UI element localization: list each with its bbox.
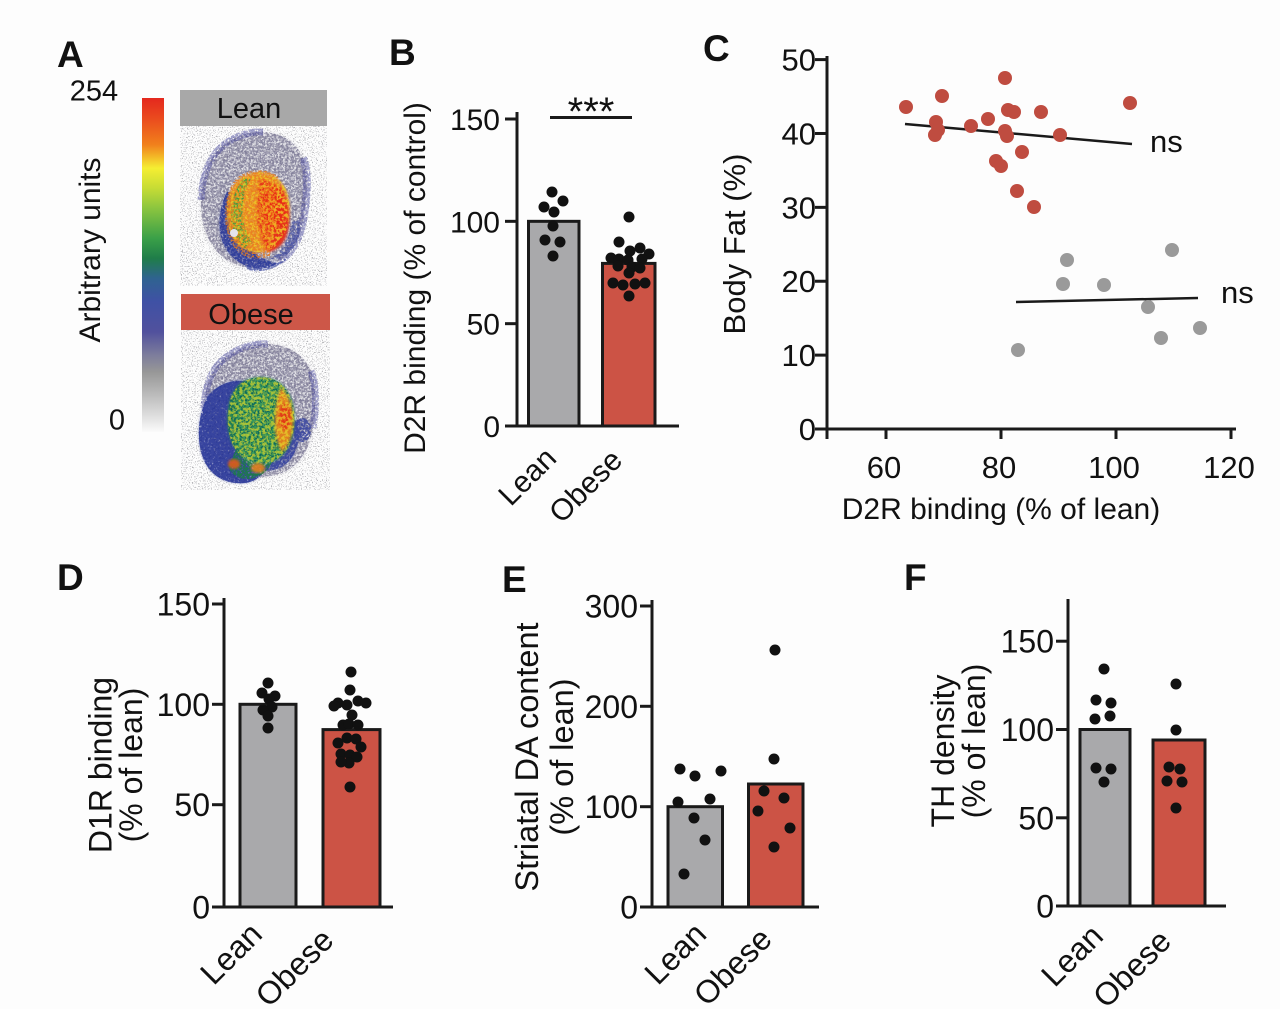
svg-text:150: 150 (157, 587, 210, 623)
svg-text:50: 50 (174, 787, 210, 823)
svg-text:B: B (389, 32, 416, 73)
svg-text:***: *** (568, 90, 615, 134)
svg-text:Striatal DA content: Striatal DA content (509, 622, 545, 891)
svg-text:A: A (57, 34, 84, 75)
svg-text:0: 0 (799, 412, 816, 447)
svg-text:100: 100 (1001, 712, 1054, 748)
svg-text:0: 0 (483, 411, 500, 444)
svg-text:300: 300 (585, 589, 638, 625)
svg-text:50: 50 (782, 43, 816, 78)
svg-text:Obese: Obese (208, 299, 293, 331)
svg-text:F: F (904, 557, 927, 598)
svg-text:0: 0 (192, 890, 210, 926)
svg-text:80: 80 (982, 450, 1016, 485)
svg-text:150: 150 (450, 104, 500, 137)
svg-text:ns: ns (1150, 124, 1183, 159)
svg-text:40: 40 (782, 116, 816, 151)
svg-text:Lean: Lean (217, 93, 282, 125)
svg-text:D2R binding (% of lean): D2R binding (% of lean) (842, 493, 1161, 526)
svg-text:120: 120 (1203, 450, 1255, 485)
svg-text:0: 0 (109, 405, 125, 437)
svg-text:10: 10 (782, 338, 816, 373)
svg-text:D1R binding: D1R binding (83, 677, 119, 853)
svg-text:200: 200 (585, 689, 638, 725)
svg-text:20: 20 (782, 264, 816, 299)
svg-text:D: D (57, 557, 84, 598)
svg-text:50: 50 (1018, 800, 1054, 836)
svg-text:150: 150 (1001, 624, 1054, 660)
svg-text:D2R binding (% of control): D2R binding (% of control) (399, 102, 432, 454)
svg-text:Body Fat (%): Body Fat (%) (717, 154, 752, 335)
svg-text:(% of lean): (% of lean) (956, 664, 992, 819)
svg-text:(% of lean): (% of lean) (544, 678, 580, 835)
svg-text:C: C (703, 28, 730, 69)
svg-text:254: 254 (70, 76, 118, 108)
svg-text:(% of lean): (% of lean) (113, 688, 149, 843)
svg-text:50: 50 (467, 309, 500, 342)
svg-text:100: 100 (450, 206, 500, 239)
svg-text:0: 0 (620, 890, 638, 926)
svg-text:100: 100 (585, 789, 638, 825)
svg-text:60: 60 (867, 450, 901, 485)
svg-text:100: 100 (157, 687, 210, 723)
svg-text:0: 0 (1036, 889, 1054, 925)
svg-text:TH density: TH density (925, 675, 961, 828)
svg-text:E: E (502, 559, 527, 600)
svg-text:30: 30 (782, 190, 816, 225)
svg-text:100: 100 (1088, 450, 1140, 485)
svg-text:ns: ns (1221, 275, 1254, 310)
svg-text:Arbitrary units: Arbitrary units (74, 157, 107, 342)
